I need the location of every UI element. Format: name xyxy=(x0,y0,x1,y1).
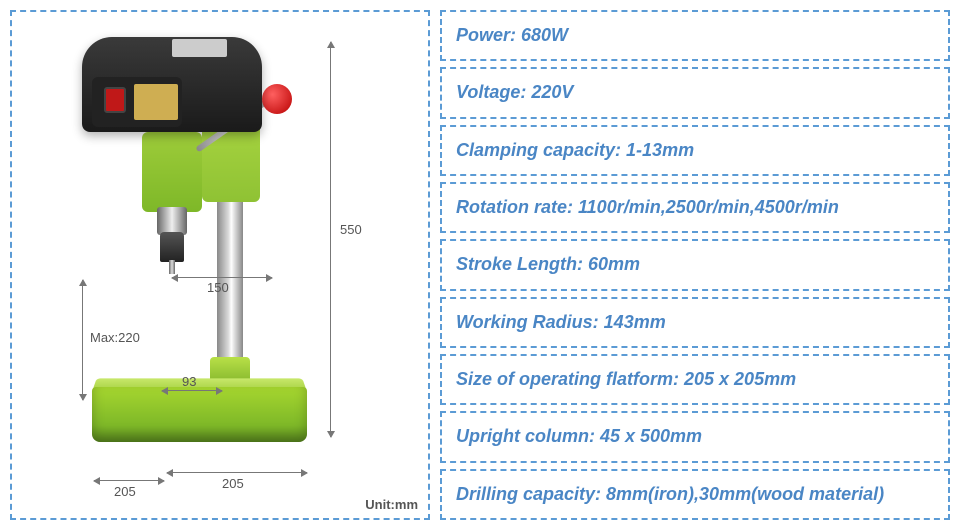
dim-line-max-opening xyxy=(82,280,83,400)
dim-line-base-inner xyxy=(162,390,222,391)
spec-row: Working Radius: 143mm xyxy=(440,297,950,348)
unit-label: Unit:mm xyxy=(365,497,418,512)
dim-line-height xyxy=(330,42,331,437)
dim-label-height: 550 xyxy=(340,222,362,237)
quill-housing xyxy=(142,132,202,212)
specs-panel: Power: 680W Voltage: 220V Clamping capac… xyxy=(440,10,950,520)
brand-plate xyxy=(172,39,227,57)
spec-row: Upright column: 45 x 500mm xyxy=(440,411,950,462)
dim-label-base-inner: 93 xyxy=(182,374,196,389)
rating-plate xyxy=(134,84,178,120)
quill xyxy=(157,207,187,235)
drill-base xyxy=(92,387,307,442)
power-switch xyxy=(104,87,126,113)
spec-row: Power: 680W xyxy=(440,10,950,61)
spec-row: Rotation rate: 1100r/min,2500r/min,4500r… xyxy=(440,182,950,233)
drill-press-illustration xyxy=(102,42,322,482)
dim-label-base-depth: 205 xyxy=(114,484,136,499)
spec-row: Size of operating flatform: 205 x 205mm xyxy=(440,354,950,405)
feed-handle-knob xyxy=(262,84,292,114)
spec-row: Voltage: 220V xyxy=(440,67,950,118)
dim-label-radius: 150 xyxy=(207,280,229,295)
dim-line-base-depth xyxy=(94,480,164,481)
spec-row: Stroke Length: 60mm xyxy=(440,239,950,290)
dim-label-max-opening: Max:220 xyxy=(90,330,140,345)
dim-label-base-width: 205 xyxy=(222,476,244,491)
spec-row: Drilling capacity: 8mm(iron),30mm(wood m… xyxy=(440,469,950,520)
dim-line-radius xyxy=(172,277,272,278)
drill-chuck xyxy=(160,232,184,262)
dim-line-base-width xyxy=(167,472,307,473)
spec-row: Clamping capacity: 1-13mm xyxy=(440,125,950,176)
diagram-panel: 550 150 Max:220 93 205 205 Unit:mm xyxy=(10,10,430,520)
